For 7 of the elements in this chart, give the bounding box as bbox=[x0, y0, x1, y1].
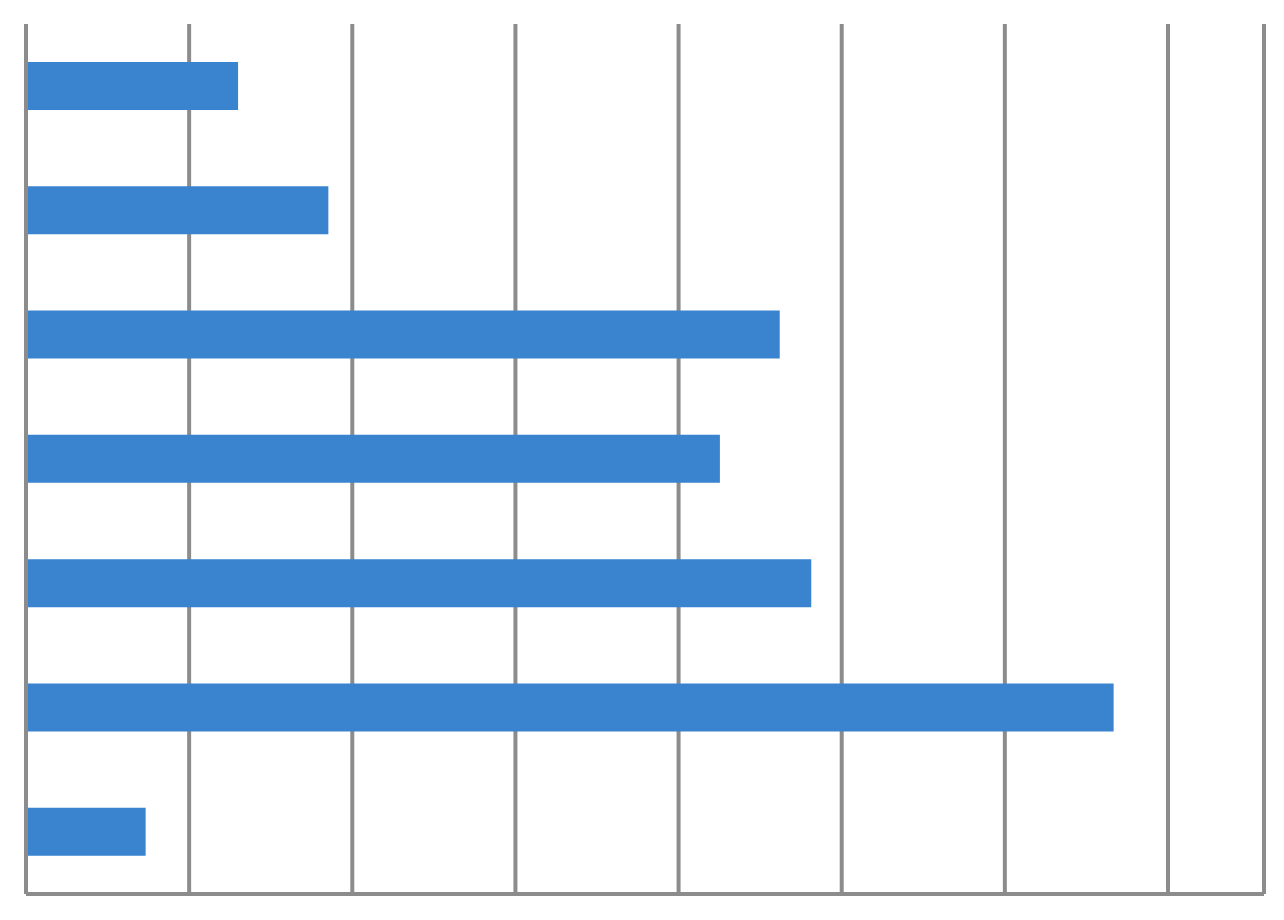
bar bbox=[26, 559, 812, 608]
bar bbox=[26, 62, 239, 110]
bar bbox=[26, 807, 146, 856]
bar bbox=[26, 683, 1114, 732]
bar bbox=[26, 186, 329, 235]
bar bbox=[26, 434, 720, 483]
bar bbox=[26, 310, 780, 359]
